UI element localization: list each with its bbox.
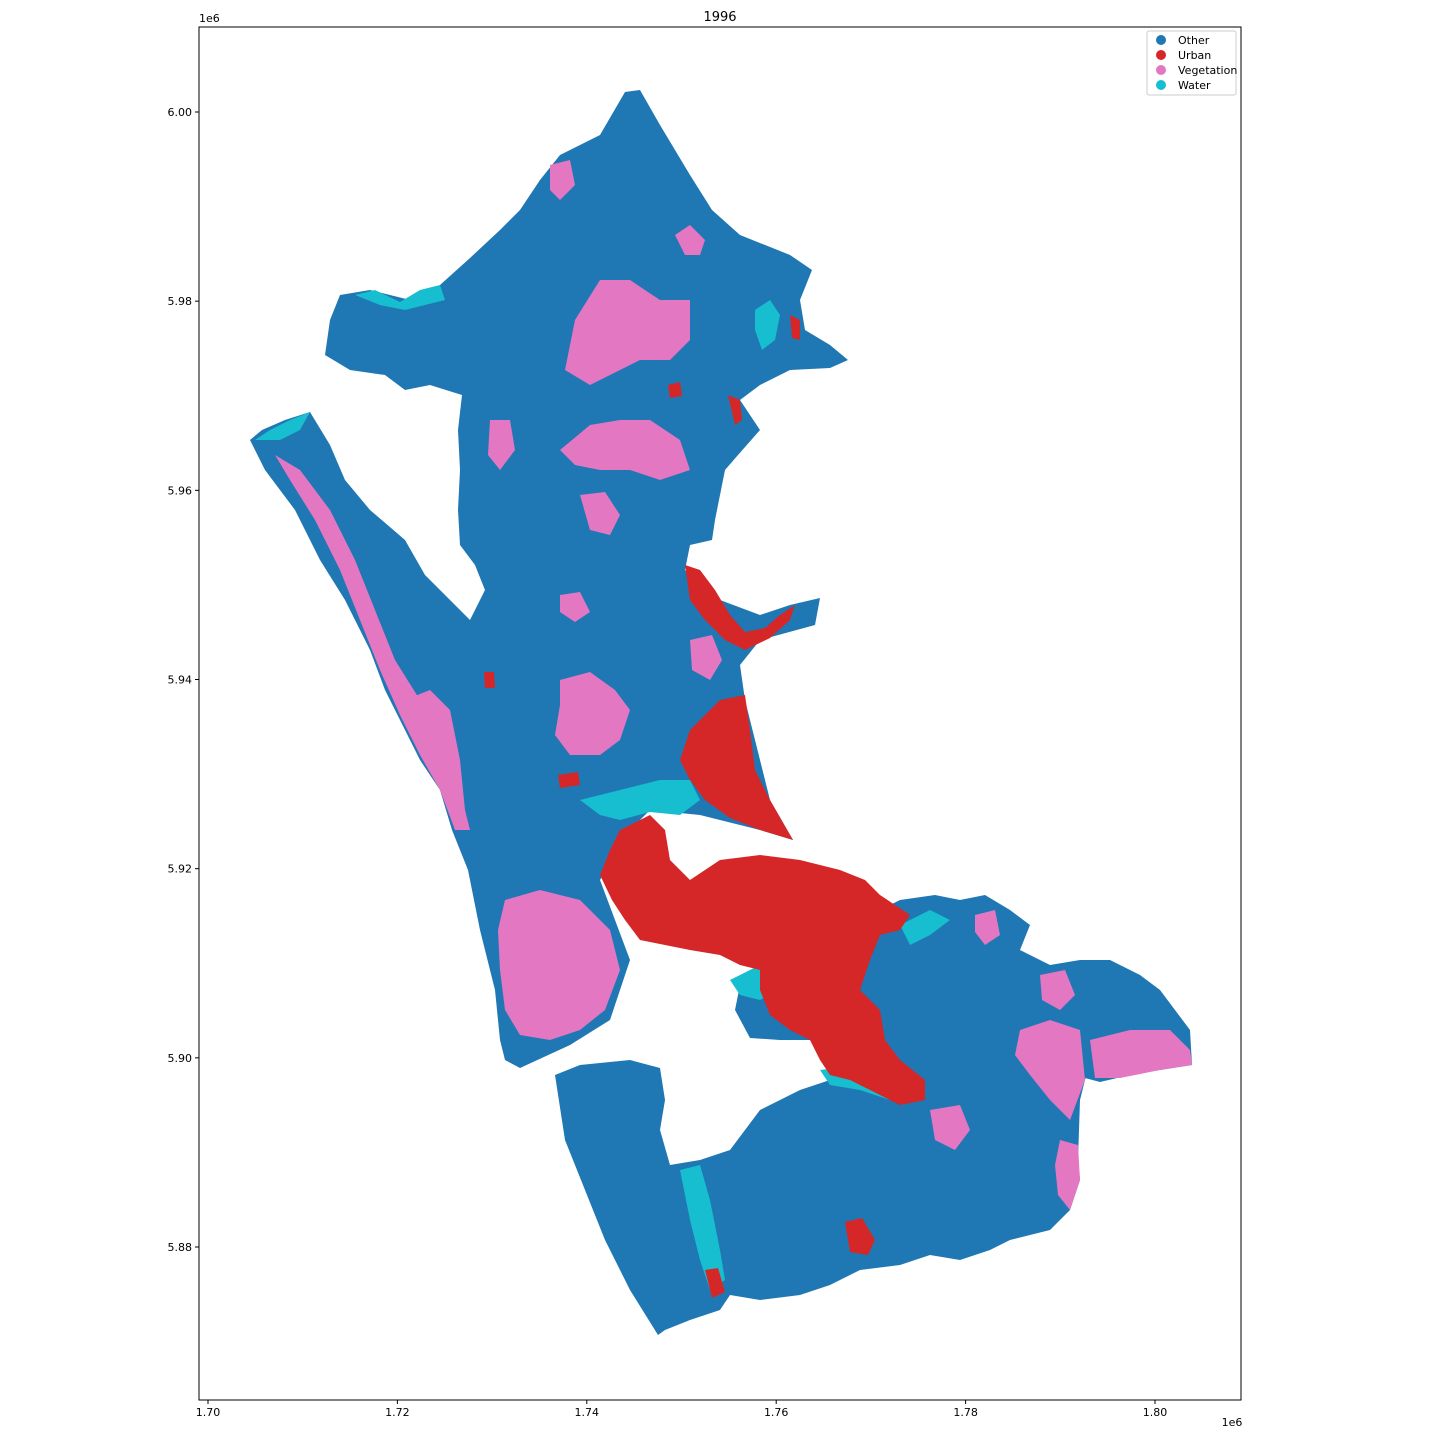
water-westcoast bbox=[255, 412, 310, 440]
legend-label: Urban bbox=[1178, 49, 1211, 62]
y-tick-label: 5.94 bbox=[168, 674, 193, 687]
x-axis: 1.70 1.72 1.74 1.76 1.78 1.80 bbox=[196, 1400, 1168, 1419]
urban-isthmus bbox=[600, 815, 925, 1105]
y-tick-label: 5.92 bbox=[168, 863, 193, 876]
urban-ne-2 bbox=[790, 315, 800, 340]
x-tick-label: 1.74 bbox=[575, 1406, 600, 1419]
vegetation-northeast bbox=[675, 225, 705, 255]
vegetation-east-2 bbox=[1055, 1140, 1080, 1210]
urban-south-1 bbox=[845, 1218, 875, 1255]
x-tick-label: 1.78 bbox=[953, 1406, 978, 1419]
vegetation-west-coast-inner bbox=[405, 690, 465, 810]
vegetation-north-central bbox=[560, 420, 690, 480]
urban-ne-3 bbox=[668, 382, 682, 398]
vegetation-east-1 bbox=[1015, 1020, 1085, 1120]
urban-core bbox=[680, 695, 793, 840]
land-other-south bbox=[555, 1030, 1090, 1335]
vegetation-east-4 bbox=[1040, 970, 1075, 1010]
vegetation-mid-central bbox=[555, 672, 630, 755]
legend-marker bbox=[1156, 80, 1166, 90]
urban-ne-1 bbox=[728, 395, 742, 425]
map-title: 1996 bbox=[703, 10, 736, 25]
legend-label: Water bbox=[1178, 79, 1211, 92]
y-tick-label: 5.88 bbox=[168, 1241, 193, 1254]
vegetation-mid-west bbox=[488, 420, 515, 470]
water-harbour-central bbox=[580, 780, 700, 820]
legend-label: Other bbox=[1178, 34, 1210, 47]
vegetation-north-tip bbox=[550, 160, 575, 200]
map-area bbox=[250, 90, 1192, 1335]
vegetation-east-3 bbox=[1090, 1030, 1192, 1078]
vegetation-south-1 bbox=[930, 1105, 970, 1150]
plot-frame bbox=[198, 26, 1242, 1401]
water-bay-east bbox=[900, 910, 950, 945]
water-coastal-north bbox=[355, 285, 445, 310]
x-offset-label: 1e6 bbox=[1222, 1416, 1243, 1429]
y-offset-label: 1e6 bbox=[199, 12, 220, 25]
water-inlet-east bbox=[755, 300, 780, 350]
water-channel-south bbox=[680, 1165, 725, 1290]
land-other-north bbox=[250, 90, 848, 1068]
x-tick-label: 1.76 bbox=[764, 1406, 789, 1419]
y-axis: 5.88 5.90 5.92 5.94 5.96 5.98 6.00 bbox=[168, 106, 199, 1254]
vegetation-mid-2 bbox=[580, 492, 620, 535]
urban-west-1 bbox=[484, 672, 495, 688]
legend-marker bbox=[1156, 65, 1166, 75]
y-tick-label: 5.96 bbox=[168, 484, 193, 497]
legend-marker bbox=[1156, 35, 1166, 45]
legend-box bbox=[1146, 30, 1237, 96]
urban-north-shore bbox=[685, 565, 795, 650]
vegetation-mid-3 bbox=[560, 592, 590, 622]
vegetation-southwest bbox=[498, 890, 620, 1040]
y-tick-label: 6.00 bbox=[168, 106, 193, 119]
x-tick-label: 1.80 bbox=[1143, 1406, 1168, 1419]
vegetation-harbour bbox=[690, 635, 722, 680]
vegetation-east-5 bbox=[975, 910, 1000, 945]
legend-label: Vegetation bbox=[1178, 64, 1237, 77]
urban-south-2 bbox=[705, 1268, 725, 1298]
y-tick-label: 5.90 bbox=[168, 1052, 193, 1065]
urban-mid-1 bbox=[558, 772, 580, 788]
legend-marker bbox=[1156, 50, 1166, 60]
y-tick-label: 5.98 bbox=[168, 295, 193, 308]
x-tick-label: 1.72 bbox=[385, 1406, 410, 1419]
vegetation-north-block bbox=[565, 280, 690, 385]
legend: Other Urban Vegetation Water bbox=[1146, 30, 1237, 96]
x-tick-label: 1.70 bbox=[196, 1406, 221, 1419]
